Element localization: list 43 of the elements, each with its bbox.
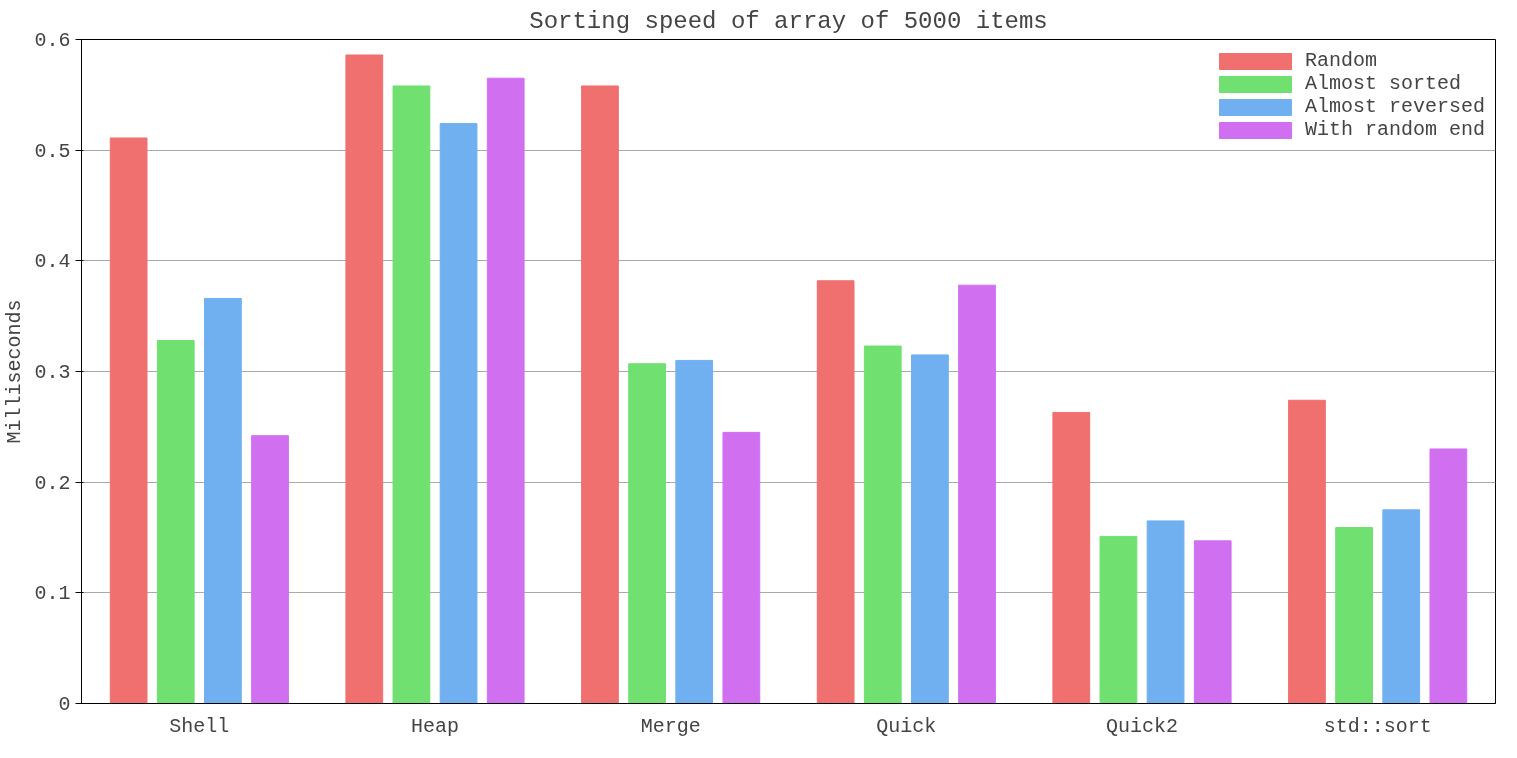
bar [1193, 540, 1232, 704]
bar [204, 297, 242, 704]
bar [251, 435, 289, 704]
bar [1429, 448, 1468, 704]
x-tick-label: Merge [640, 714, 701, 738]
bar [628, 363, 666, 704]
x-tick-label: Quick2 [1105, 714, 1179, 738]
x-tick-label: Quick [876, 714, 937, 738]
bar [392, 85, 431, 704]
bar [1146, 520, 1185, 704]
bar [1099, 535, 1138, 704]
y-tick-label: 0.4 [34, 250, 71, 274]
y-tick-label: 0.5 [34, 139, 71, 163]
bar [1382, 509, 1421, 704]
bar [109, 137, 148, 704]
bar [863, 345, 902, 704]
bar [911, 354, 949, 704]
bar [486, 77, 525, 704]
bar [722, 431, 761, 704]
x-tick-label: std::sort [1323, 714, 1432, 738]
bar [581, 85, 619, 704]
bar [439, 123, 478, 704]
y-tick-label: 0 [58, 693, 71, 716]
chart-title: Sorting speed of array of 5000 items [529, 7, 1048, 35]
bar [1288, 399, 1326, 704]
y-tick-label: 0.6 [34, 29, 71, 52]
legend-label: Almost reversed [1304, 95, 1485, 118]
x-tick-label: Heap [411, 714, 460, 738]
legend-label: With random end [1304, 118, 1485, 141]
bar [958, 284, 996, 704]
bar [816, 280, 855, 704]
bar [675, 359, 714, 704]
y-tick-label: 0.1 [34, 582, 71, 606]
bar [156, 340, 195, 704]
y-tick-label: 0.2 [34, 471, 71, 495]
bar [1052, 411, 1091, 704]
x-tick-label: Shell [169, 714, 230, 738]
legend-label: Random [1304, 49, 1377, 72]
bar [345, 54, 384, 704]
bar [1335, 527, 1373, 704]
y-axis-title: Milliseconds [3, 299, 27, 444]
legend-label: Almost sorted [1304, 72, 1461, 95]
y-tick-label: 0.3 [34, 361, 71, 384]
